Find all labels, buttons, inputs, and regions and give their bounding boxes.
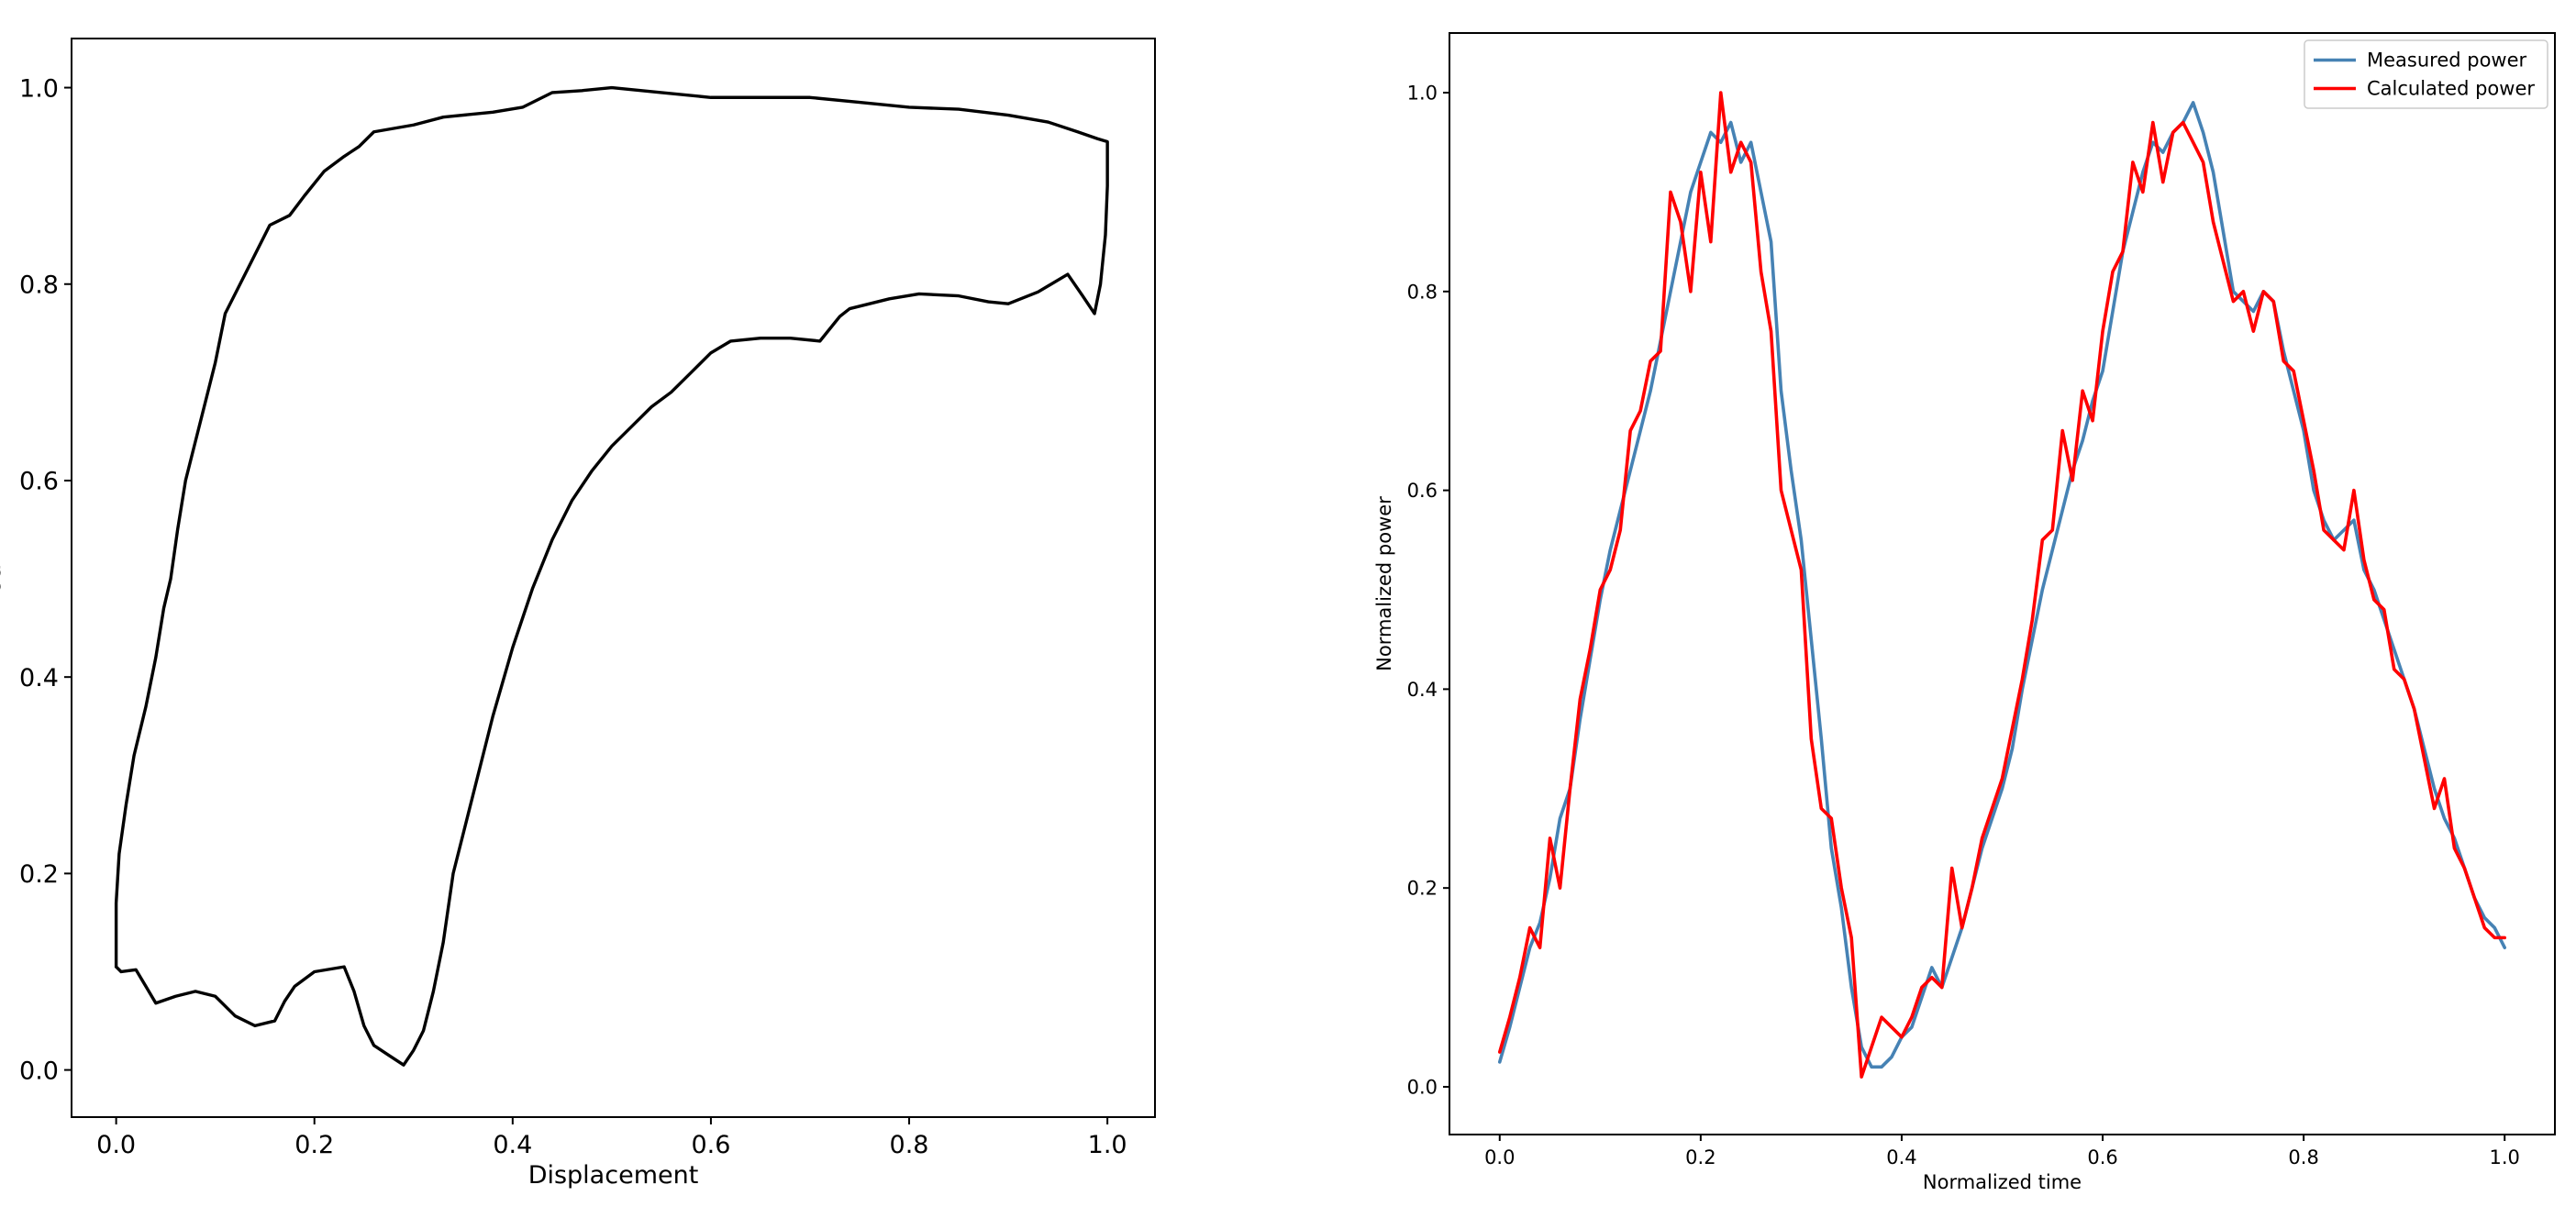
x-tick-label: 1.0 <box>2490 1146 2520 1168</box>
x-tick-label: 0.0 <box>96 1131 136 1159</box>
y-tick-label: 0.4 <box>1407 679 1438 701</box>
y-tick-label: 0.0 <box>1407 1077 1438 1099</box>
x-tick-label: 0.8 <box>890 1131 929 1159</box>
series-line-1 <box>114 85 1109 1067</box>
y-tick-label: 0.2 <box>19 860 59 889</box>
y-tick-label: 0.8 <box>1407 281 1438 303</box>
x-tick-label: 0.4 <box>1886 1146 1916 1168</box>
x-tick-label: 0.6 <box>2087 1146 2117 1168</box>
x-axis-title: Normalized time <box>1923 1171 2082 1193</box>
chart-1: 0.0 0.2 0.4 0.6 0.8 1.0 0.0 0.2 0.4 0.6 0.8 1.0 Disp… <box>0 38 1156 1190</box>
y-tick-label: 0.6 <box>19 468 59 496</box>
legend-label-1: Measured power <box>2367 50 2527 72</box>
x-axis-title: Displacement <box>528 1161 699 1190</box>
x-tick-label: 1.0 <box>1088 1131 1127 1159</box>
x-tick-label: 0.2 <box>294 1131 334 1159</box>
axes-frame <box>71 38 1156 1118</box>
axes-frame <box>1449 32 2556 1135</box>
x-tick-label: 0.2 <box>1685 1146 1715 1168</box>
y-tick-label: 0.2 <box>1407 878 1438 900</box>
x-tick-label: 0.4 <box>493 1131 532 1159</box>
x-tick-label: 0.6 <box>691 1131 730 1159</box>
y-tick-label: 0.6 <box>1407 480 1438 502</box>
x-tick-label: 0.0 <box>1484 1146 1515 1168</box>
legend: Measured power Calculated power <box>2304 39 2548 109</box>
series-line-2 <box>1497 91 2507 1079</box>
legend-label-2: Calculated power <box>2367 78 2535 100</box>
y-axis-title: Normalized power <box>1373 496 1395 671</box>
x-tick-label: 0.8 <box>2288 1146 2318 1168</box>
chart-2: 0.0 0.2 0.4 0.6 0.8 1.0 0.0 0.2 0.4 0.6 0.8 1.0 Norm… <box>1373 32 2556 1193</box>
y-axis-title: Load <box>0 548 6 608</box>
y-tick-label: 0.8 <box>19 271 59 299</box>
y-tick-label: 1.0 <box>1407 83 1438 105</box>
legend-box <box>2304 39 2548 109</box>
y-tick-label: 1.0 <box>19 74 59 103</box>
y-tick-label: 0.0 <box>19 1057 59 1085</box>
series-line-1 <box>1497 101 2507 1069</box>
y-tick-label: 0.4 <box>19 664 59 692</box>
